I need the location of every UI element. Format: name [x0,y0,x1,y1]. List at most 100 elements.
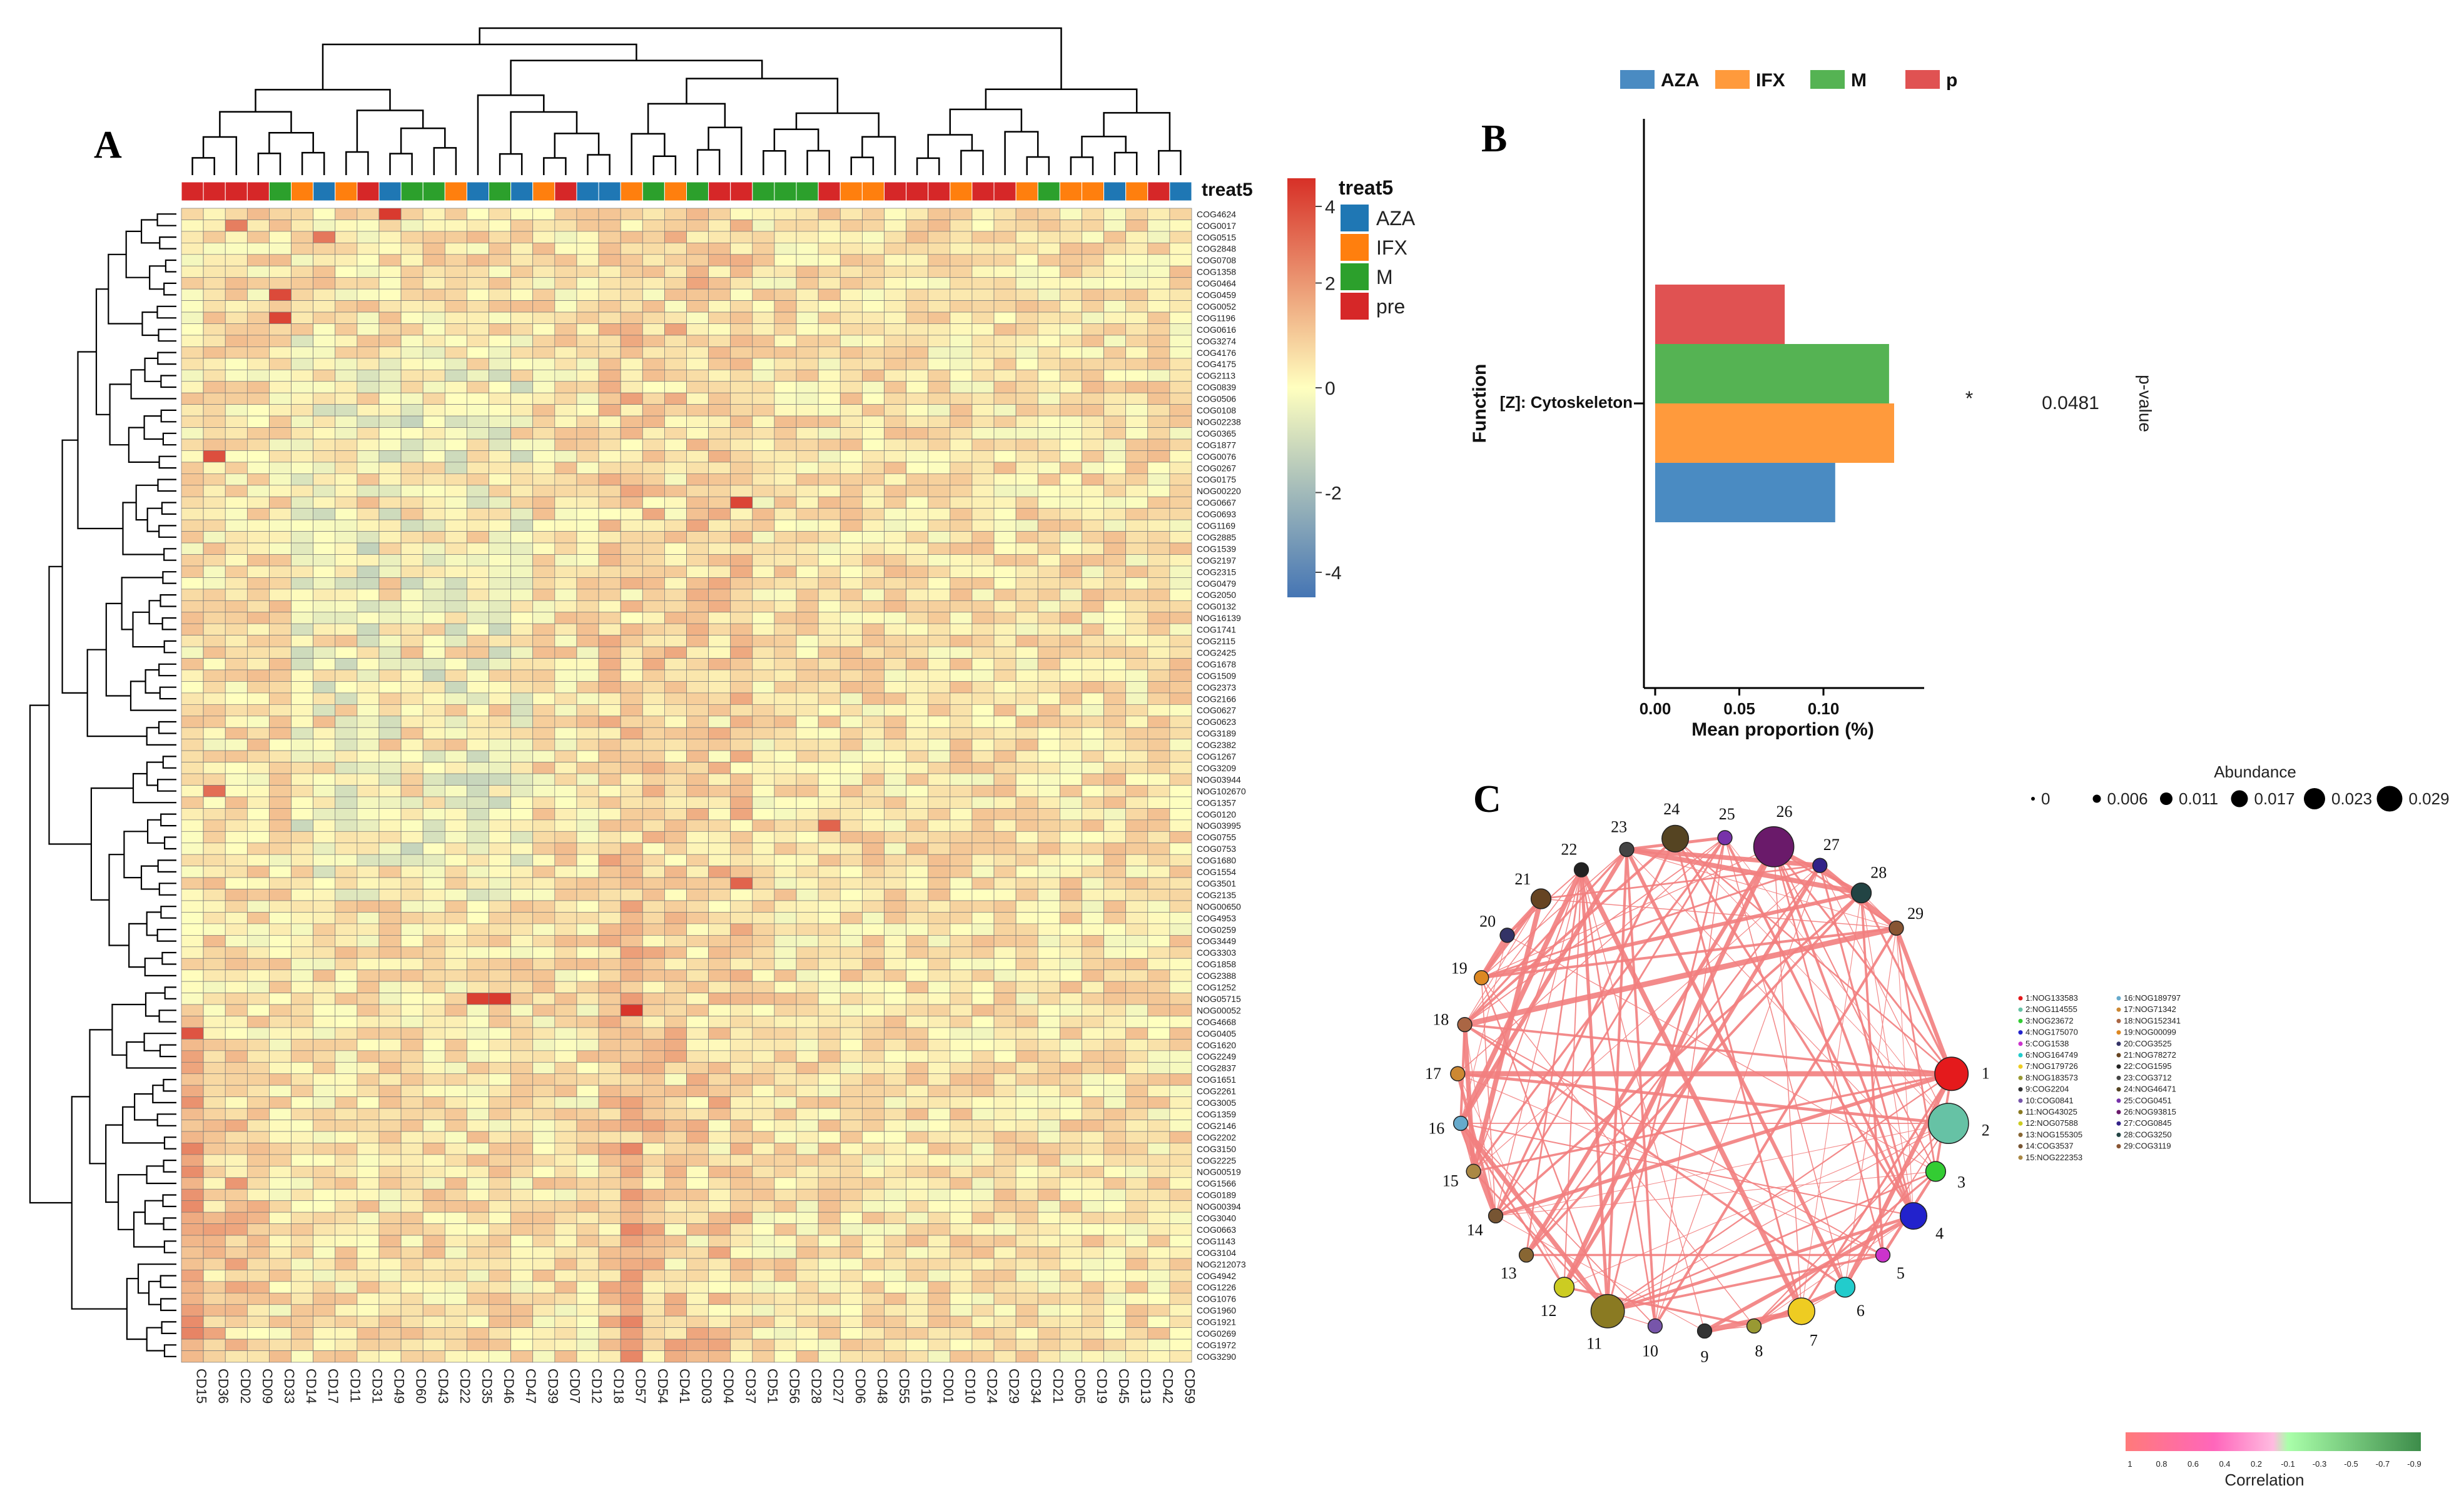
heatmap-cell [378,231,402,243]
heatmap-cell [467,750,489,762]
heatmap-cell [1037,866,1060,878]
heatmap-cell [1082,1235,1104,1247]
heatmap-cell [422,831,445,844]
heatmap-cell [1147,773,1170,786]
heatmap-cell [1125,1270,1148,1282]
heatmap-cell [357,1292,380,1305]
heatmap-cell [620,612,643,624]
heatmap-cell [818,1165,841,1178]
heatmap-cell [532,716,555,728]
heatmap-cell [400,762,423,774]
heatmap-cell [796,1315,819,1328]
heatmap-cell [357,1235,380,1247]
heatmap-cell [576,750,599,762]
heatmap-cell [862,508,885,520]
heatmap-cell [818,404,841,417]
heatmap-cell [203,658,226,671]
dendrogram-branch [1103,112,1171,151]
heatmap-cell [730,739,753,751]
heatmap-cell [400,934,423,948]
heatmap-cell [708,1177,731,1190]
heatmap-cell [971,889,995,901]
heatmap-cell [686,1016,709,1028]
heatmap-cell [1147,727,1170,740]
heatmap-cell [796,658,819,671]
heatmap-cell [489,404,511,417]
heatmap-cell [246,565,270,578]
heatmap-cell [378,1200,402,1213]
heatmap-cell [357,1338,380,1351]
heatmap-cell [1125,554,1148,567]
heatmap-cell [1103,1039,1127,1051]
heatmap-cell [467,369,489,382]
dendrogram-branch [499,153,523,175]
heatmap-cell [1125,1165,1148,1178]
heatmap-cell [642,1050,665,1063]
heatmap-cell [839,277,863,290]
heatmap-cell [1059,335,1082,347]
row-label: NOG02238 [1197,417,1241,427]
row-label: COG3040 [1197,1213,1236,1223]
heatmap-cell [620,854,643,866]
heatmap-cell [313,900,336,913]
heatmap-cell [818,577,841,590]
heatmap-cell [1169,1165,1192,1178]
heatmap-cell [554,946,577,959]
heatmap-cell [203,404,226,417]
heatmap-cell [313,1270,336,1282]
annotation-cell [510,181,534,201]
heatmap-cell [839,358,863,370]
heatmap-cell [444,854,467,866]
heatmap-cell [422,208,445,220]
heatmap-cell [1037,1223,1060,1236]
heatmap-cell [444,381,467,393]
heatmap-cell [400,727,423,740]
heatmap-cell [1037,1212,1060,1224]
heatmap-cell [1082,1292,1104,1305]
heatmap-cell [664,427,687,440]
heatmap-cell [708,934,731,948]
heatmap-cell [246,427,270,440]
heatmap-cell [708,347,731,359]
heatmap-cell [554,716,577,728]
annotation-cell [1103,181,1127,201]
heatmap-cell [686,831,709,844]
heatmap-cell [1125,565,1148,578]
heatmap-cell [378,438,402,451]
heatmap-cell [378,1108,402,1120]
heatmap-cell [642,243,665,255]
heatmap-cell [620,808,643,821]
dendrogram-branch [144,357,161,382]
heatmap-cell [971,1188,995,1202]
heatmap-cell [335,565,358,578]
heatmap-cell [796,623,819,636]
heatmap-cell [444,843,467,855]
dendrogram-branch [162,756,176,769]
heatmap-cell [598,1270,621,1282]
heatmap-cell [291,1258,314,1270]
heatmap-cell [467,288,489,301]
heatmap-cell [620,1258,643,1270]
heatmap-cell [1169,1350,1192,1363]
heatmap-cell [884,542,906,555]
heatmap-cell [971,1247,995,1259]
heatmap-cell [1125,1085,1148,1097]
heatmap-cell [1147,565,1170,578]
heatmap-cell [291,1235,314,1247]
row-label: COG2837 [1197,1063,1236,1073]
heatmap-cell [620,1223,643,1236]
heatmap-cell [950,438,973,451]
dendrogram-branch [137,1263,176,1294]
heatmap-cell [839,1270,863,1282]
heatmap-cell [796,1292,819,1305]
heatmap-cell [862,231,885,243]
heatmap-cell [818,531,841,544]
heatmap-cell [642,554,665,567]
heatmap-cell [489,635,511,647]
heatmap-cell [313,1016,336,1028]
heatmap-cell [993,612,1017,624]
heatmap-cell [928,427,951,440]
heatmap-cell [489,934,511,948]
heatmap-cell [313,1108,336,1120]
heatmap-cell [730,969,753,982]
